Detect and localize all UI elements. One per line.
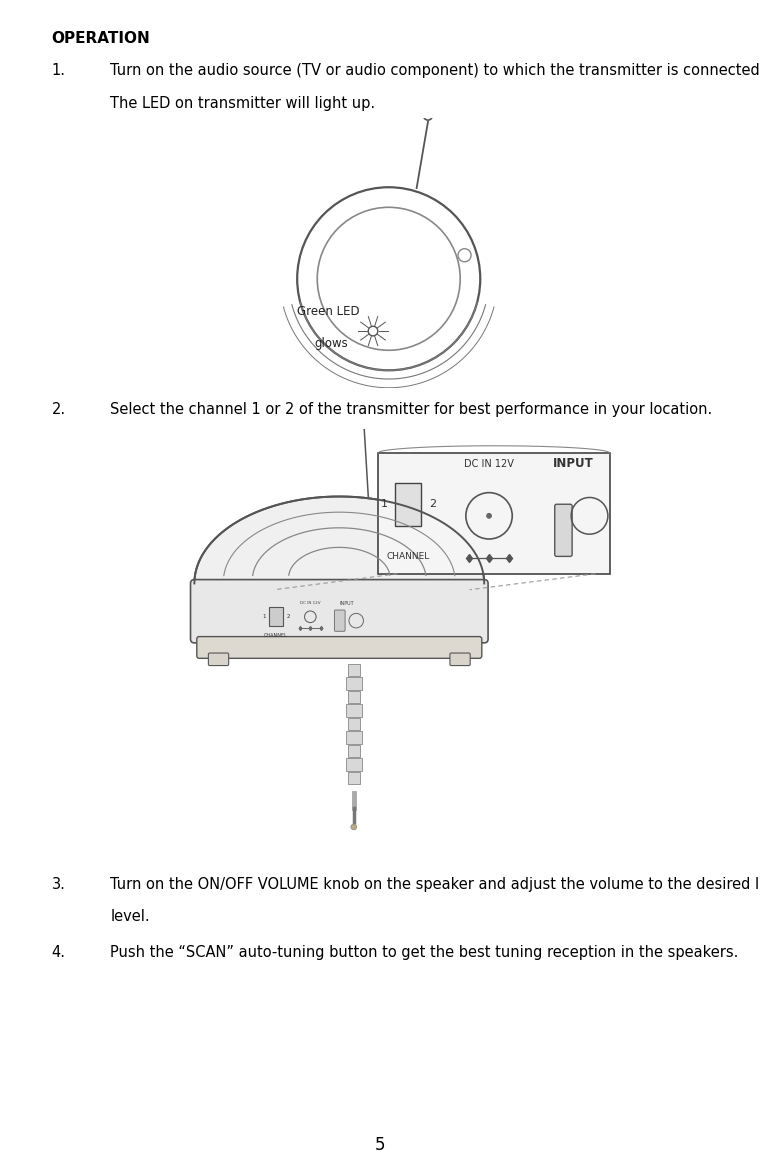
- FancyBboxPatch shape: [347, 691, 360, 704]
- Text: Select the channel 1 or 2 of the transmitter for best performance in your locati: Select the channel 1 or 2 of the transmi…: [110, 402, 712, 417]
- FancyBboxPatch shape: [269, 607, 283, 626]
- FancyBboxPatch shape: [346, 731, 362, 744]
- Text: 2: 2: [429, 498, 435, 509]
- Text: INPUT: INPUT: [339, 602, 354, 606]
- Polygon shape: [195, 497, 484, 584]
- Text: DC IN 12V: DC IN 12V: [300, 602, 321, 605]
- Text: 1: 1: [381, 498, 388, 509]
- FancyBboxPatch shape: [378, 454, 610, 573]
- FancyBboxPatch shape: [334, 610, 345, 631]
- Text: INPUT: INPUT: [553, 457, 594, 470]
- Text: Turn on the ON/OFF VOLUME knob on the speaker and adjust the volume to the desir: Turn on the ON/OFF VOLUME knob on the sp…: [110, 877, 760, 892]
- Text: 2.: 2.: [52, 402, 66, 417]
- Text: 1.: 1.: [52, 63, 65, 79]
- Text: The LED on transmitter will light up.: The LED on transmitter will light up.: [110, 96, 375, 112]
- Text: OPERATION: OPERATION: [52, 31, 150, 46]
- FancyBboxPatch shape: [395, 483, 421, 526]
- Text: 3.: 3.: [52, 877, 65, 892]
- Text: 4.: 4.: [52, 945, 65, 960]
- Text: level.: level.: [110, 909, 150, 925]
- Circle shape: [486, 513, 492, 518]
- Text: Turn on the audio source (TV or audio component) to which the transmitter is con: Turn on the audio source (TV or audio co…: [110, 63, 760, 79]
- FancyBboxPatch shape: [347, 664, 360, 676]
- FancyBboxPatch shape: [346, 758, 362, 771]
- Text: Green LED: Green LED: [297, 306, 359, 318]
- FancyBboxPatch shape: [555, 504, 572, 557]
- FancyBboxPatch shape: [347, 772, 360, 785]
- FancyBboxPatch shape: [346, 704, 362, 717]
- FancyBboxPatch shape: [347, 745, 360, 758]
- Circle shape: [351, 824, 356, 830]
- FancyBboxPatch shape: [450, 653, 470, 665]
- Text: 1: 1: [262, 615, 266, 619]
- FancyBboxPatch shape: [347, 718, 360, 731]
- Text: glows: glows: [315, 337, 348, 350]
- Text: 5: 5: [375, 1136, 385, 1154]
- Text: DC IN 12V: DC IN 12V: [464, 458, 514, 469]
- FancyBboxPatch shape: [191, 579, 488, 643]
- Text: CHANNEL: CHANNEL: [387, 552, 430, 562]
- FancyBboxPatch shape: [208, 653, 229, 665]
- Text: Push the “SCAN” auto-tuning button to get the best tuning reception in the speak: Push the “SCAN” auto-tuning button to ge…: [110, 945, 739, 960]
- Text: CHANNEL: CHANNEL: [264, 632, 288, 638]
- FancyBboxPatch shape: [197, 637, 482, 658]
- FancyBboxPatch shape: [346, 677, 362, 690]
- Text: 2: 2: [287, 615, 290, 619]
